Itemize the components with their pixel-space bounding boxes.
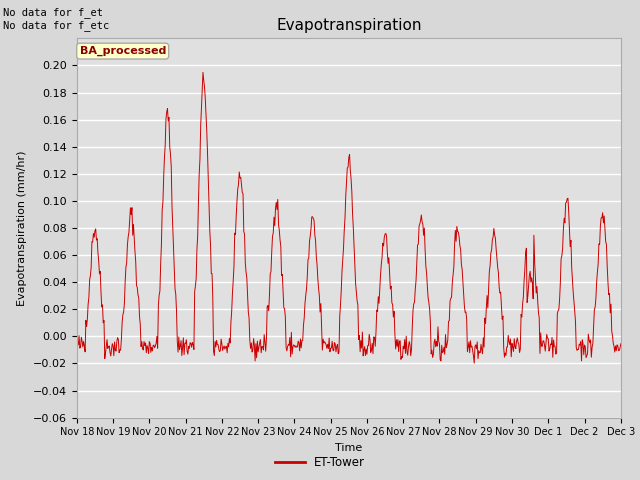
Legend: ET-Tower: ET-Tower	[270, 452, 370, 474]
Text: BA_processed: BA_processed	[79, 46, 166, 56]
Text: No data for f_et
No data for f_etc: No data for f_et No data for f_etc	[3, 7, 109, 31]
Y-axis label: Evapotranspiration (mm/hr): Evapotranspiration (mm/hr)	[17, 150, 28, 306]
X-axis label: Time: Time	[335, 443, 362, 453]
Title: Evapotranspiration: Evapotranspiration	[276, 18, 422, 33]
